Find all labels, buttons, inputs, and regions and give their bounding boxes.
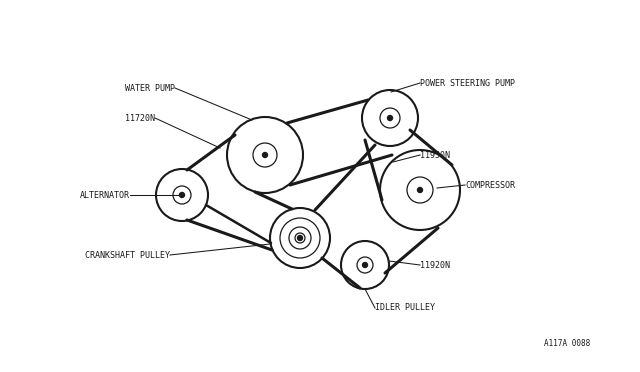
Text: IDLER PULLEY: IDLER PULLEY [375, 304, 435, 312]
Circle shape [387, 115, 392, 121]
Text: CRANKSHAFT PULLEY: CRANKSHAFT PULLEY [85, 250, 170, 260]
Text: 11920N: 11920N [420, 260, 450, 269]
Text: 11950N: 11950N [420, 151, 450, 160]
Text: WATER PUMP: WATER PUMP [125, 83, 175, 93]
Text: 11720N: 11720N [125, 113, 155, 122]
Text: COMPRESSOR: COMPRESSOR [465, 180, 515, 189]
Circle shape [262, 153, 268, 157]
Text: ALTERNATOR: ALTERNATOR [80, 190, 130, 199]
Text: A117A 0088: A117A 0088 [544, 339, 590, 348]
Text: POWER STEERING PUMP: POWER STEERING PUMP [420, 78, 515, 87]
Circle shape [417, 187, 422, 192]
Circle shape [179, 192, 184, 198]
Circle shape [298, 235, 303, 241]
Circle shape [362, 263, 367, 267]
